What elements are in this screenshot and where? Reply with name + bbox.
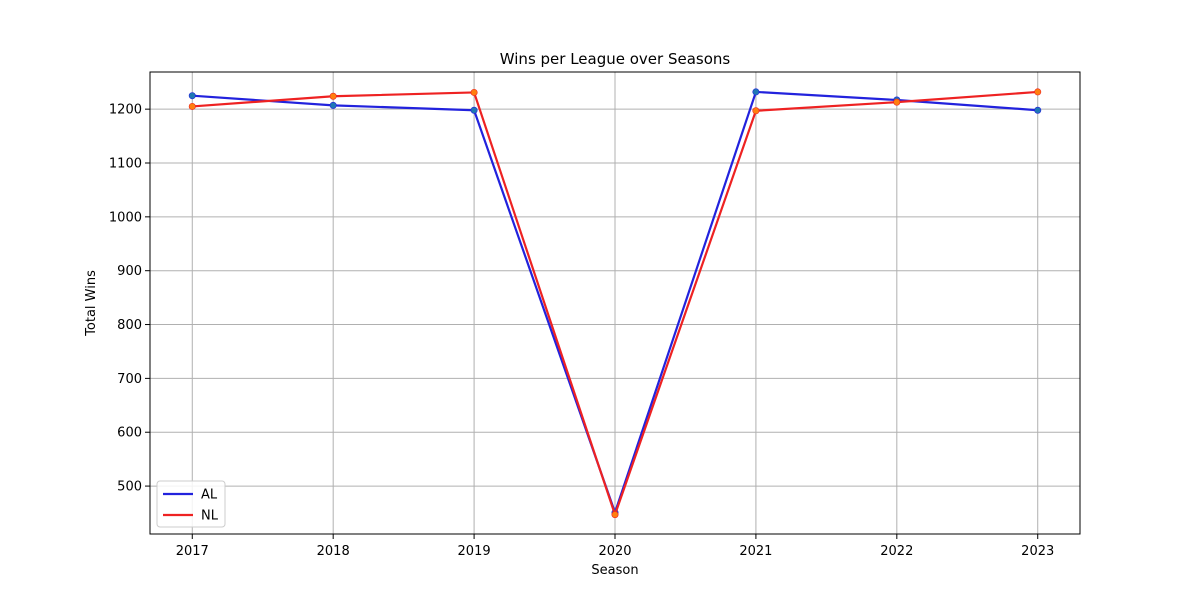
y-axis-label: Total Wins <box>84 270 99 337</box>
legend-label-nl: NL <box>201 509 219 524</box>
y-tick-label: 1200 <box>109 103 142 118</box>
x-tick-label: 2021 <box>739 544 772 559</box>
data-point-al <box>1034 106 1042 114</box>
tick-layer: 2017 2018 2019 2020 2021 2022 2023 500 600 700 800… <box>109 103 1054 559</box>
data-point-nl <box>611 511 619 519</box>
y-tick-label: 1000 <box>109 210 142 225</box>
x-tick-label: 2017 <box>176 544 209 559</box>
chart-title: Wins per League over Seasons <box>500 50 731 68</box>
data-point-al <box>470 106 478 114</box>
data-point-al <box>188 92 196 100</box>
data-point-nl <box>1034 88 1042 96</box>
y-tick-label: 700 <box>117 372 142 387</box>
x-tick-label: 2023 <box>1021 544 1054 559</box>
data-point-nl <box>752 107 760 115</box>
legend: AL NL <box>156 480 226 528</box>
y-tick-label: 1100 <box>109 157 142 172</box>
x-axis-label: Season <box>591 563 638 578</box>
x-tick-label: 2020 <box>598 544 631 559</box>
grid-layer <box>150 72 1080 534</box>
x-tick-label: 2019 <box>458 544 491 559</box>
data-point-nl <box>893 98 901 106</box>
y-tick-label: 800 <box>117 318 142 333</box>
series-layer <box>188 88 1042 519</box>
legend-label-al: AL <box>201 488 218 503</box>
y-tick-label: 900 <box>117 264 142 279</box>
data-point-nl <box>329 92 337 100</box>
data-point-al <box>329 101 337 109</box>
y-tick-label: 600 <box>117 426 142 441</box>
x-tick-label: 2018 <box>317 544 350 559</box>
series-nl <box>188 88 1042 519</box>
data-point-nl <box>188 102 196 110</box>
y-tick-label: 500 <box>117 480 142 495</box>
data-point-al <box>752 88 760 96</box>
x-tick-label: 2022 <box>880 544 913 559</box>
data-point-nl <box>470 88 478 96</box>
